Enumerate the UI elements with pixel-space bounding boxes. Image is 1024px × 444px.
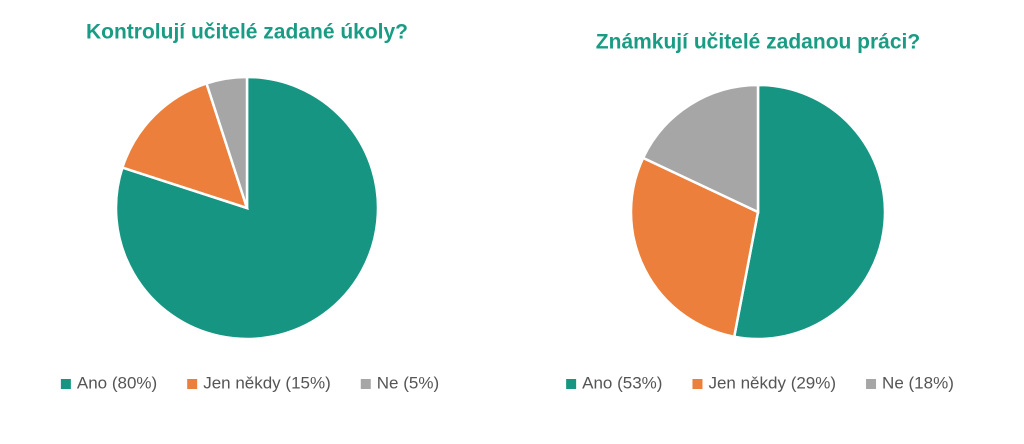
chart-title: Známkují učitelé zadanou práci?	[596, 31, 920, 54]
legend-swatch	[60, 379, 71, 389]
legend-swatch	[566, 379, 577, 389]
legend-swatch	[866, 379, 877, 389]
pie-slice	[629, 156, 760, 339]
legend-label: Jen někdy (29%)	[708, 373, 836, 392]
legend-swatch	[360, 379, 371, 389]
legend-label: Ano (53%)	[582, 373, 662, 392]
legend-swatch	[692, 379, 703, 389]
pie-slice	[204, 75, 249, 209]
legend-label: Ano (80%)	[77, 373, 157, 392]
legend-swatch	[187, 379, 198, 389]
legend-label: Ne (18%)	[882, 373, 954, 392]
chart-title: Kontrolují učitelé zadané úkoly?	[86, 21, 408, 44]
pie-slice	[641, 83, 760, 214]
legend-label: Ne (5%)	[377, 373, 439, 392]
pie-slice	[732, 83, 887, 341]
legend-label: Jen někdy (15%)	[203, 373, 331, 392]
